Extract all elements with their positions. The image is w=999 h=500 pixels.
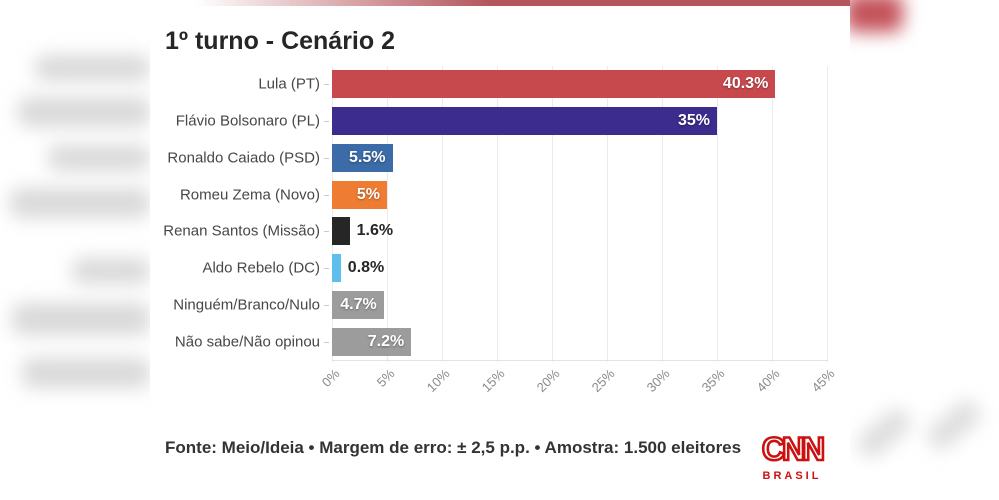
category-tick: [324, 121, 329, 123]
cnn-logo-icon: CNN: [761, 430, 828, 469]
bar-row: Aldo Rebelo (DC) 0.8%: [150, 250, 850, 287]
category-label: Renan Santos (Missão): [163, 222, 320, 240]
value-label: 5.5%: [349, 148, 386, 166]
x-axis-tick-label: 15%: [478, 366, 508, 396]
bar-row: Ninguém/Branco/Nulo 4.7%: [150, 287, 850, 324]
blurred-background-text: [18, 97, 150, 127]
value-label: 4.7%: [340, 295, 377, 313]
blurred-background-text: [48, 145, 150, 171]
bar-row: Lula (PT) 40.3%: [150, 66, 850, 103]
blurred-background-red-strip: [845, 0, 903, 32]
blurred-background-tick: [853, 404, 915, 462]
gridline: [717, 66, 718, 362]
bar-row: Ronaldo Caiado (PSD) 5.5%: [150, 140, 850, 177]
x-axis-tick-label: 25%: [588, 366, 618, 396]
value-label: 7.2%: [367, 332, 405, 350]
category-tick: [324, 304, 329, 306]
value-label: 35%: [677, 112, 710, 130]
blurred-background-text: [35, 55, 150, 81]
x-axis-tick-label: 10%: [423, 366, 453, 396]
blurred-background-text: [22, 358, 150, 388]
gridline: [442, 66, 443, 362]
value-label: 5%: [356, 185, 380, 203]
bar-row: Renan Santos (Missão) 1.6%: [150, 213, 850, 250]
bar[interactable]: 4.7%: [332, 290, 384, 319]
category-tick: [324, 231, 329, 233]
category-label: Não sabe/Não opinou: [174, 333, 320, 351]
bar-row: Flávio Bolsonaro (PL) 35%: [150, 103, 850, 140]
x-axis-tick-label: 45%: [808, 366, 838, 396]
chart-title: 1º turno - Cenário 2: [165, 26, 395, 55]
top-accent-strip: [195, 0, 850, 6]
bar-chart-plot: Lula (PT) 40.3% Flávio Bolsonaro (PL) 35% Ro…: [150, 66, 850, 362]
category-label: Lula (PT): [258, 75, 320, 93]
category-tick: [324, 84, 329, 86]
x-axis-tick-label: 5%: [373, 366, 398, 390]
gridline: [662, 66, 663, 362]
category-label: Aldo Rebelo (DC): [202, 259, 320, 277]
blurred-background-text: [72, 258, 150, 284]
x-axis-line: [332, 360, 828, 361]
cnn-logo-brasil-label: BRASIL: [762, 470, 822, 482]
gridline: [387, 66, 388, 362]
category-label: Romeu Zema (Novo): [179, 186, 320, 204]
category-tick: [324, 194, 329, 196]
bar[interactable]: 0.8%: [332, 254, 384, 283]
category-label: Ninguém/Branco/Nulo: [173, 296, 320, 314]
source-note: Fonte: Meio/Ideia • Margem de erro: ± 2,…: [165, 438, 742, 457]
x-axis-tick-label: 40%: [753, 366, 783, 396]
gridline: [607, 66, 608, 362]
bar[interactable]: 5.5%: [332, 143, 393, 172]
category-tick: [324, 341, 329, 343]
x-axis-tick-label: 20%: [533, 366, 563, 396]
chart-card: 1º turno - Cenário 2 Lula (PT) 40.3% Flávi…: [150, 0, 850, 500]
x-axis-tick-label: 0%: [318, 366, 343, 390]
gridline: [552, 66, 553, 362]
gridline: [827, 66, 828, 362]
value-label: 1.6%: [356, 222, 394, 240]
bar[interactable]: 1.6%: [332, 217, 393, 246]
blurred-background-tick: [923, 396, 985, 454]
bar[interactable]: 7.2%: [332, 327, 412, 356]
x-axis-tick-label: 30%: [643, 366, 673, 396]
x-axis-tick-label: 35%: [698, 366, 728, 396]
category-label: Ronaldo Caiado (PSD): [167, 149, 320, 167]
bar[interactable]: 40.3%: [332, 70, 776, 99]
bar[interactable]: 5%: [332, 180, 387, 209]
value-label: 40.3%: [722, 75, 769, 93]
gridline: [332, 66, 333, 362]
category-label: Flávio Bolsonaro (PL): [175, 112, 320, 130]
category-tick: [324, 157, 329, 159]
svg-text:CNN: CNN: [762, 431, 823, 467]
category-tick: [324, 268, 329, 270]
cnn-brasil-logo: CNN BRASIL: [756, 430, 828, 482]
gridline: [497, 66, 498, 362]
bar-row: Não sabe/Não opinou 7.2%: [150, 323, 850, 360]
bar-row: Romeu Zema (Novo) 5%: [150, 176, 850, 213]
value-label: 0.8%: [347, 259, 385, 277]
blurred-background-text: [12, 303, 150, 335]
blurred-background-text: [10, 188, 150, 218]
bar[interactable]: 35%: [332, 107, 717, 136]
gridline: [772, 66, 773, 362]
